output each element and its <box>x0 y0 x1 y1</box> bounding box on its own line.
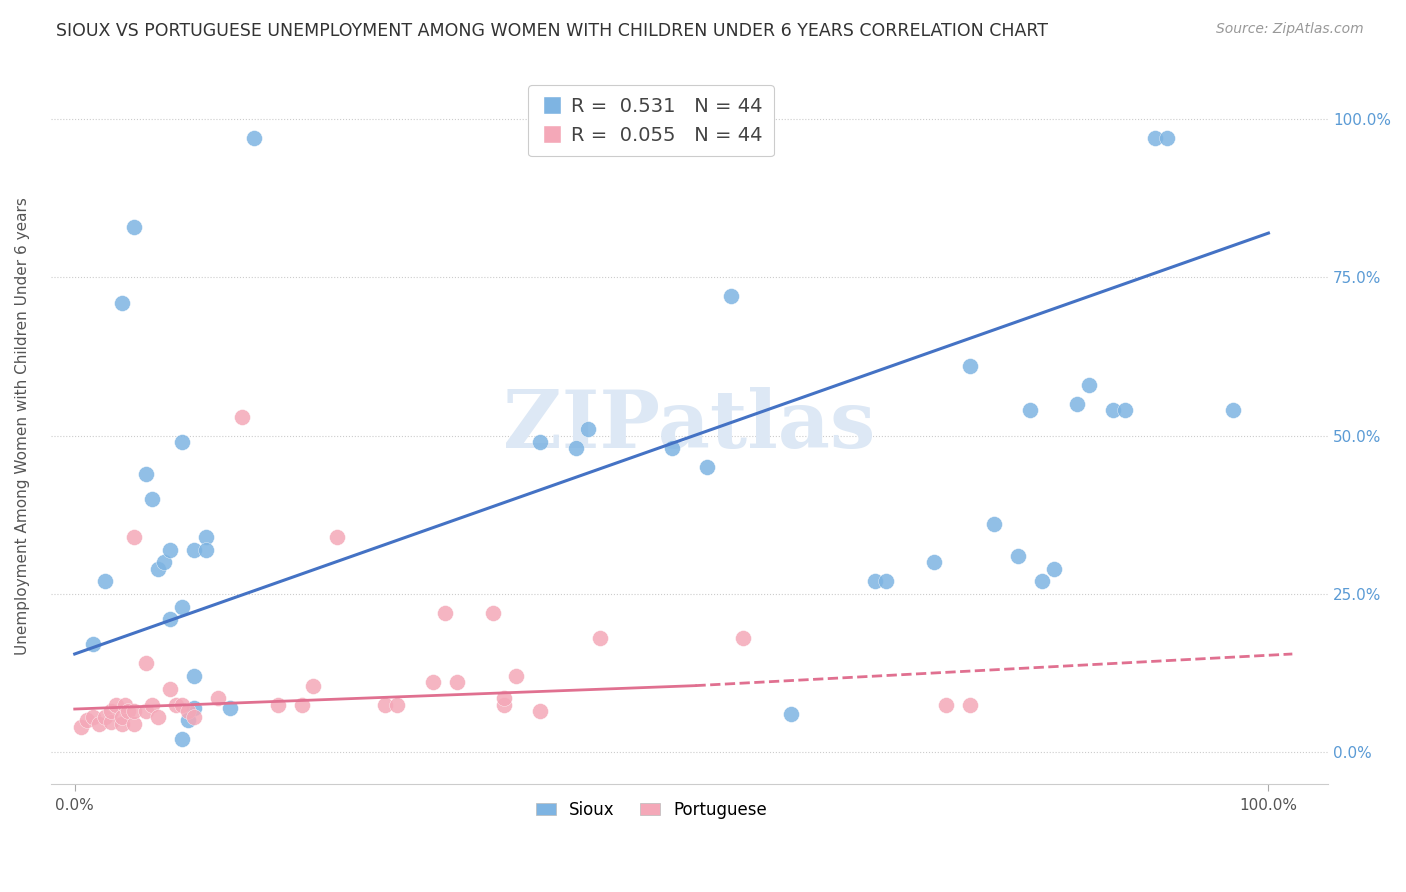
Point <box>505 669 527 683</box>
Point <box>172 732 194 747</box>
Point <box>159 612 181 626</box>
Point <box>290 698 312 712</box>
Point <box>922 555 945 569</box>
Point <box>159 542 181 557</box>
Text: ZIPatlas: ZIPatlas <box>503 387 876 465</box>
Point <box>93 710 115 724</box>
Point <box>219 700 242 714</box>
Point <box>100 714 122 729</box>
Point <box>159 681 181 696</box>
Point <box>111 716 134 731</box>
Point <box>87 716 110 731</box>
Point <box>207 691 229 706</box>
Point <box>177 704 200 718</box>
Point <box>494 698 516 712</box>
Text: SIOUX VS PORTUGUESE UNEMPLOYMENT AMONG WOMEN WITH CHILDREN UNDER 6 YEARS CORRELA: SIOUX VS PORTUGUESE UNEMPLOYMENT AMONG W… <box>56 22 1049 40</box>
Point <box>183 710 205 724</box>
Point <box>76 714 98 728</box>
Point <box>1007 549 1029 563</box>
Point <box>661 442 683 456</box>
Point <box>105 698 128 712</box>
Point <box>1144 131 1167 145</box>
Point <box>141 491 163 506</box>
Point <box>100 704 122 718</box>
Point <box>172 698 194 712</box>
Point <box>433 606 456 620</box>
Point <box>141 698 163 712</box>
Point <box>183 700 205 714</box>
Point <box>720 289 742 303</box>
Point <box>117 704 139 718</box>
Point <box>124 716 146 731</box>
Point <box>733 631 755 645</box>
Point <box>183 542 205 557</box>
Point <box>374 698 396 712</box>
Point <box>959 698 981 712</box>
Y-axis label: Unemployment Among Women with Children Under 6 years: Unemployment Among Women with Children U… <box>15 197 30 655</box>
Point <box>82 638 104 652</box>
Point <box>1078 378 1101 392</box>
Point <box>481 606 503 620</box>
Point <box>326 530 349 544</box>
Point <box>1042 561 1064 575</box>
Point <box>195 530 218 544</box>
Point <box>494 691 516 706</box>
Point <box>1156 131 1178 145</box>
Point <box>1031 574 1053 589</box>
Point <box>111 710 134 724</box>
Point <box>231 409 253 424</box>
Point <box>422 675 444 690</box>
Point <box>172 599 194 614</box>
Point <box>114 698 136 712</box>
Point <box>780 707 803 722</box>
Point <box>82 710 104 724</box>
Point <box>195 542 218 557</box>
Point <box>124 219 146 234</box>
Point <box>696 460 718 475</box>
Point <box>135 467 157 481</box>
Point <box>863 574 886 589</box>
Point <box>124 530 146 544</box>
Point <box>589 631 612 645</box>
Point <box>148 710 170 724</box>
Point <box>183 669 205 683</box>
Point <box>875 574 897 589</box>
Point <box>385 698 408 712</box>
Point <box>148 561 170 575</box>
Point <box>266 698 288 712</box>
Point <box>93 574 115 589</box>
Point <box>135 704 157 718</box>
Point <box>1114 403 1136 417</box>
Point <box>1066 397 1088 411</box>
Point <box>177 714 200 728</box>
Point <box>1102 403 1125 417</box>
Point <box>135 657 157 671</box>
Point <box>242 131 264 145</box>
Point <box>153 555 176 569</box>
Point <box>446 675 468 690</box>
Point <box>529 434 551 449</box>
Point <box>529 704 551 718</box>
Legend: Sioux, Portuguese: Sioux, Portuguese <box>529 794 773 825</box>
Point <box>1222 403 1244 417</box>
Point <box>165 698 187 712</box>
Point <box>172 434 194 449</box>
Point <box>69 720 91 734</box>
Point <box>302 679 325 693</box>
Point <box>1018 403 1040 417</box>
Point <box>983 517 1005 532</box>
Text: Source: ZipAtlas.com: Source: ZipAtlas.com <box>1216 22 1364 37</box>
Point <box>935 698 957 712</box>
Point <box>576 422 599 436</box>
Point <box>565 442 588 456</box>
Point <box>124 704 146 718</box>
Point <box>959 359 981 373</box>
Point <box>111 295 134 310</box>
